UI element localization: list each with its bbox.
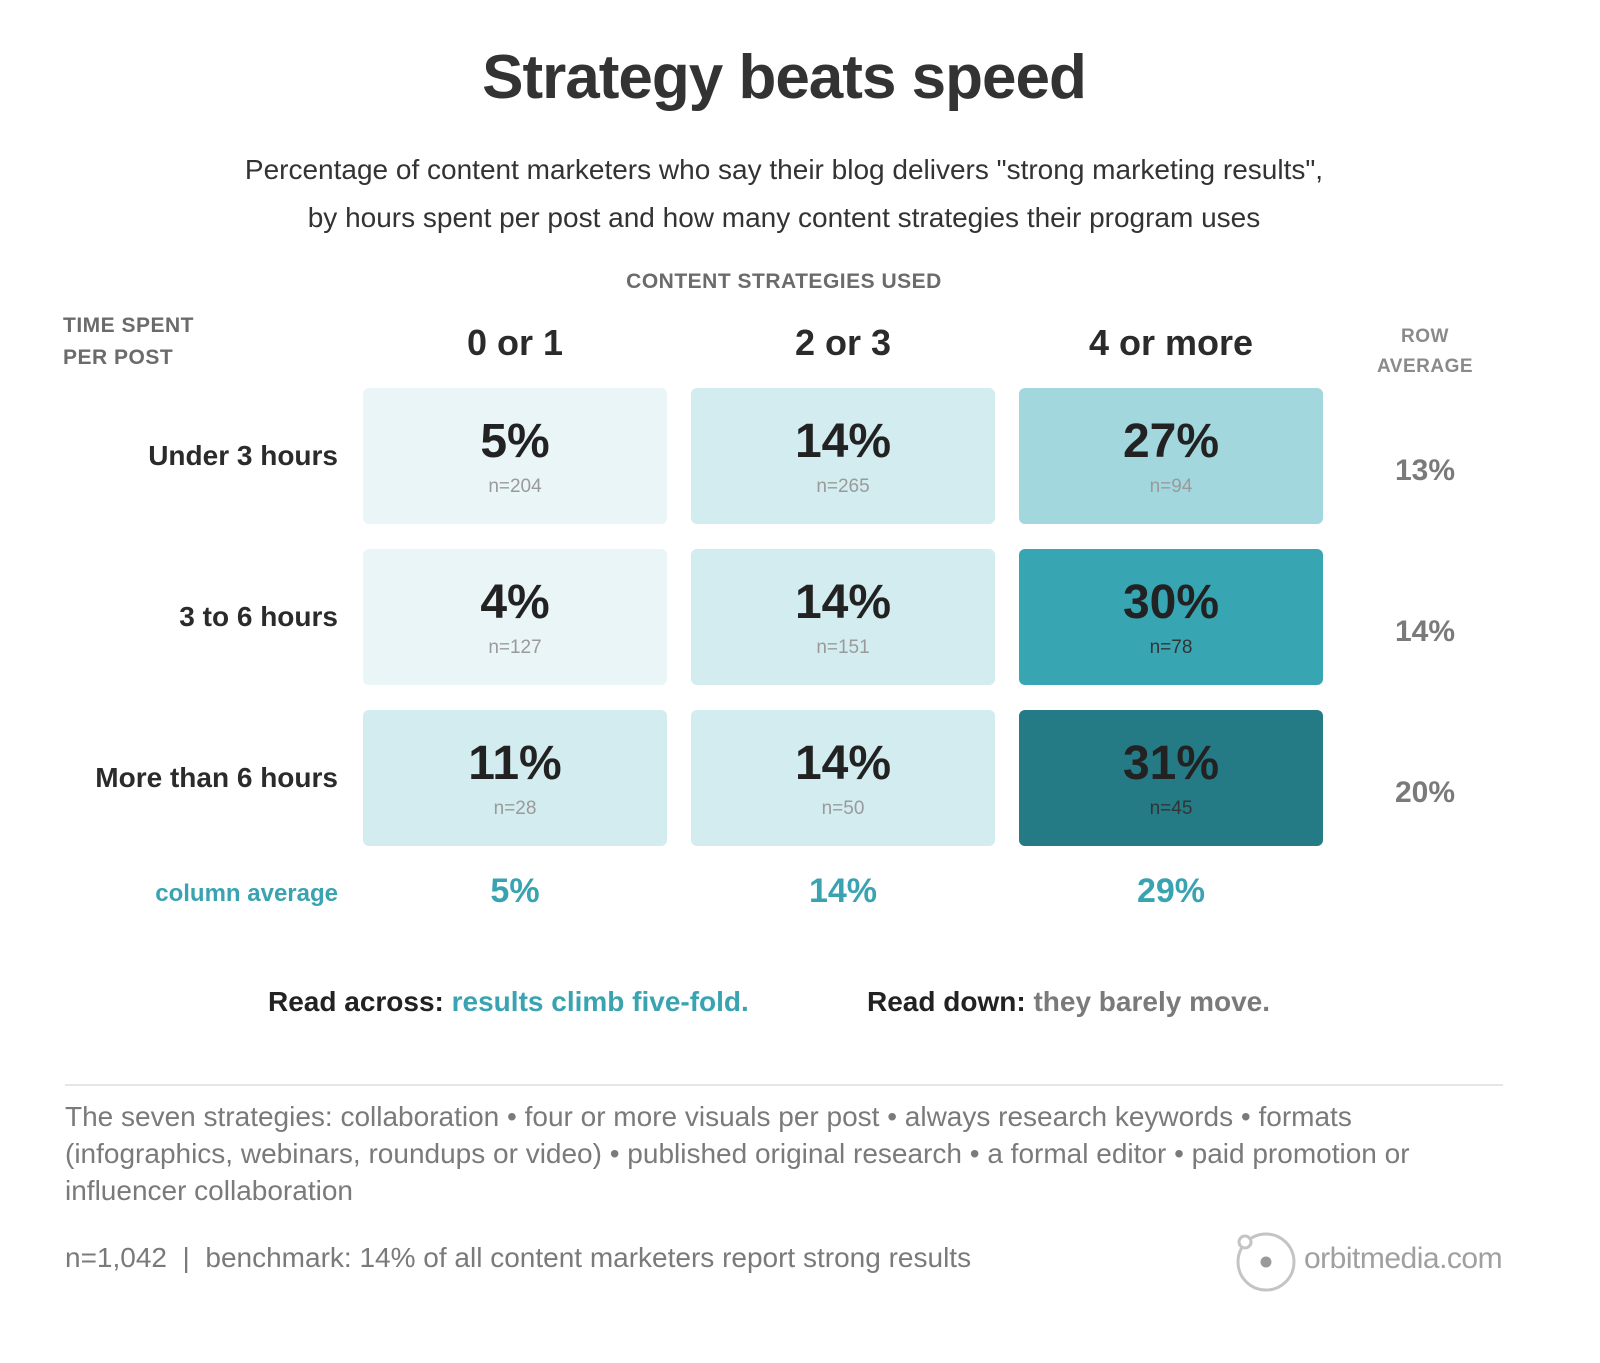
sample-benchmark-note: n=1,042 | benchmark: 14% of all content …	[65, 1242, 972, 1273]
row-label-more-than-6-hours: More than 6 hours	[95, 762, 338, 793]
column-average-label: column average	[155, 880, 338, 907]
cell-sample-size: n=78	[1149, 637, 1193, 658]
row-average-value: 13%	[1394, 454, 1456, 487]
row-axis-label: TIME SPENT PER POST	[63, 310, 194, 374]
cell-sample-size: n=45	[1149, 798, 1193, 819]
read-across-key: Read across:	[268, 986, 452, 1017]
orbit-logo-icon	[1236, 1232, 1296, 1292]
row-axis-label-line-1: TIME SPENT	[63, 314, 195, 337]
heatmap-cell: 4% n=127	[363, 549, 667, 685]
footer-divider	[65, 1084, 1503, 1086]
read-across-value: results climb five-fold.	[451, 986, 749, 1017]
row-average-value: 14%	[1394, 615, 1456, 648]
column-average-value: 14%	[808, 872, 878, 910]
chart-subtitle: Percentage of content marketers who say …	[0, 146, 1568, 242]
cell-sample-size: n=151	[816, 637, 870, 658]
row-label-3-to-6-hours: 3 to 6 hours	[179, 601, 338, 632]
chart-title: Strategy beats speed	[482, 43, 1087, 112]
read-down-value: they barely move.	[1033, 986, 1271, 1017]
row-average-header: ROW AVERAGE	[1352, 322, 1498, 382]
column-average-value: 29%	[1136, 872, 1206, 910]
cell-value-label: 30%	[1122, 576, 1220, 629]
heatmap-cell: 27% n=94	[1019, 388, 1323, 524]
cell-value-label: 5%	[480, 415, 550, 468]
cell-value-label: 14%	[794, 737, 892, 790]
read-down-key: Read down:	[867, 986, 1034, 1017]
subtitle-line-2: by hours spent per post and how many con…	[307, 202, 1261, 233]
row-average-header-line-2: AVERAGE	[1376, 356, 1474, 377]
cell-sample-size: n=50	[821, 798, 865, 819]
cell-value-label: 27%	[1122, 415, 1220, 468]
column-axis-label: CONTENT STRATEGIES USED	[626, 270, 942, 293]
heatmap-cell: 11% n=28	[363, 710, 667, 846]
cell-sample-size: n=204	[488, 476, 542, 497]
column-header-0-or-1: 0 or 1	[466, 322, 564, 363]
read-across-note: Read across: results climb five-fold.	[268, 986, 749, 1018]
cell-sample-size: n=94	[1149, 476, 1193, 497]
row-average-header-line-1: ROW	[1401, 326, 1449, 347]
row-average-value: 20%	[1394, 776, 1456, 809]
heatmap-cell: 14% n=265	[691, 388, 995, 524]
cell-value-label: 31%	[1122, 737, 1220, 790]
cell-value-label: 11%	[468, 737, 562, 790]
cell-sample-size: n=265	[816, 476, 870, 497]
column-header-2-or-3: 2 or 3	[794, 322, 892, 363]
read-down-note: Read down: they barely move.	[867, 986, 1270, 1018]
cell-value-label: 14%	[794, 415, 892, 468]
heatmap-cell: 14% n=151	[691, 549, 995, 685]
orbit-media-logo: orbitmedia.com	[1234, 1230, 1504, 1294]
cell-value-label: 14%	[794, 576, 892, 629]
heatmap-cell: 30% n=78	[1019, 549, 1323, 685]
cell-sample-size: n=127	[488, 637, 542, 658]
subtitle-line-1: Percentage of content marketers who say …	[244, 154, 1324, 185]
row-label-under-3-hours: Under 3 hours	[148, 440, 338, 471]
logo-text: orbitmedia.com	[1304, 1242, 1503, 1275]
row-axis-label-line-2: PER POST	[63, 346, 174, 369]
heatmap-cell: 14% n=50	[691, 710, 995, 846]
heatmap-cell: 5% n=204	[363, 388, 667, 524]
column-average-value: 5%	[490, 872, 540, 910]
column-header-4-or-more: 4 or more	[1088, 322, 1254, 363]
cell-value-label: 4%	[480, 576, 550, 629]
strategies-footnote: The seven strategies: collaboration • fo…	[65, 1101, 1410, 1206]
cell-sample-size: n=28	[493, 798, 537, 819]
heatmap-cell: 31% n=45	[1019, 710, 1323, 846]
